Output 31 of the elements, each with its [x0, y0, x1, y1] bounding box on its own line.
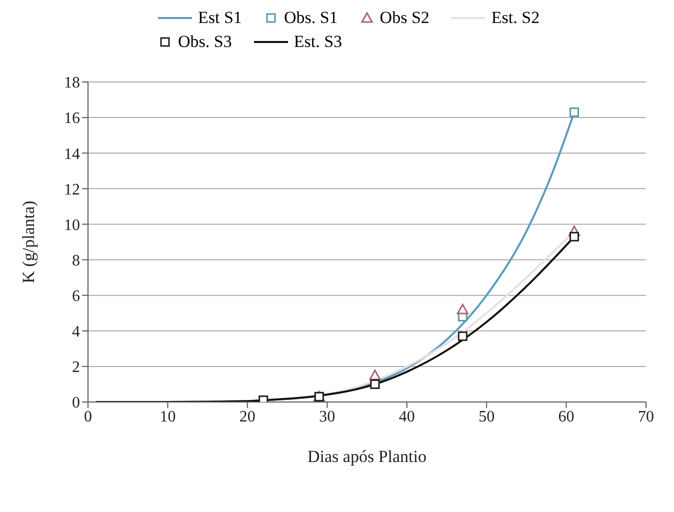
- x-tick-label: 20: [239, 408, 256, 426]
- point: [369, 370, 381, 380]
- x-tick-label: 40: [398, 408, 415, 426]
- legend-label: Est. S2: [491, 8, 540, 28]
- legend-label: Obs. S3: [178, 32, 232, 52]
- y-tick-label: 16: [64, 110, 80, 128]
- y-tick-label: 12: [64, 181, 80, 198]
- point: [570, 232, 580, 242]
- legend-label: Est S1: [198, 8, 242, 28]
- x-tick-label: 10: [160, 408, 176, 426]
- y-tick-label: 4: [72, 324, 80, 341]
- point: [458, 331, 468, 341]
- x-tick-label: 0: [84, 408, 92, 426]
- y-tick-label: 2: [72, 359, 80, 376]
- legend-label: Obs. S1: [284, 8, 338, 28]
- y-tick-label: 10: [64, 216, 80, 234]
- x-tick-label: 30: [319, 408, 336, 426]
- x-tick-label: 70: [638, 408, 654, 426]
- y-tick-label: 6: [72, 288, 80, 306]
- y-tick-label: 18: [64, 74, 80, 92]
- y-tick-label: 0: [72, 394, 80, 412]
- point: [456, 304, 468, 314]
- x-tick-label: 50: [478, 408, 495, 426]
- point: [570, 107, 580, 117]
- y-tick-label: 14: [64, 146, 80, 163]
- x-tick-label: 60: [558, 408, 574, 426]
- legend-label: Est. S3: [294, 32, 342, 52]
- y-tick-label: 8: [72, 252, 80, 270]
- x-axis-title: Dias após Plantio: [308, 447, 426, 466]
- y-axis-title: K (g/planta): [19, 200, 38, 284]
- legend-label: Obs S2: [380, 8, 430, 28]
